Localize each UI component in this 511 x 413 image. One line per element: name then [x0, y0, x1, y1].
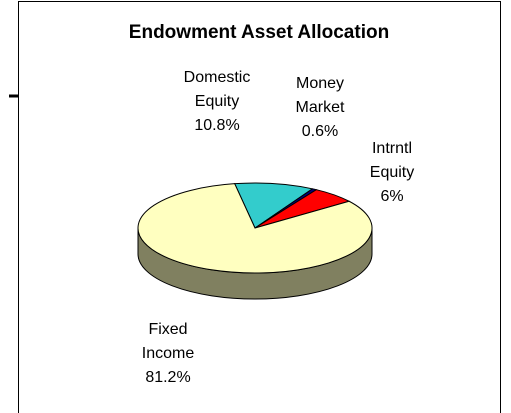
slice-value: 81.2%: [145, 369, 191, 386]
slice-label: Money Market 0.6%: [282, 72, 358, 144]
pie-slice: [137, 183, 373, 274]
slice-name: Fixed Income: [141, 321, 195, 362]
chart-frame: [18, 1, 501, 413]
slice-value: 10.8%: [194, 117, 240, 134]
slice-name: Intrntl Equity: [369, 140, 415, 181]
slice-label: Fixed Income 81.2%: [130, 318, 206, 390]
pie-slice: [233, 182, 314, 229]
slice-name: Money Market: [295, 75, 345, 116]
slice-label: Intrntl Equity 6%: [354, 137, 430, 209]
chart-title: Endowment Asset Allocation: [128, 22, 390, 43]
slice-value: 6%: [380, 188, 404, 205]
slice-value: 0.6%: [301, 123, 339, 140]
slice-name: Domestic Equity: [183, 69, 251, 110]
slice-label: Domestic Equity 10.8%: [179, 66, 255, 138]
